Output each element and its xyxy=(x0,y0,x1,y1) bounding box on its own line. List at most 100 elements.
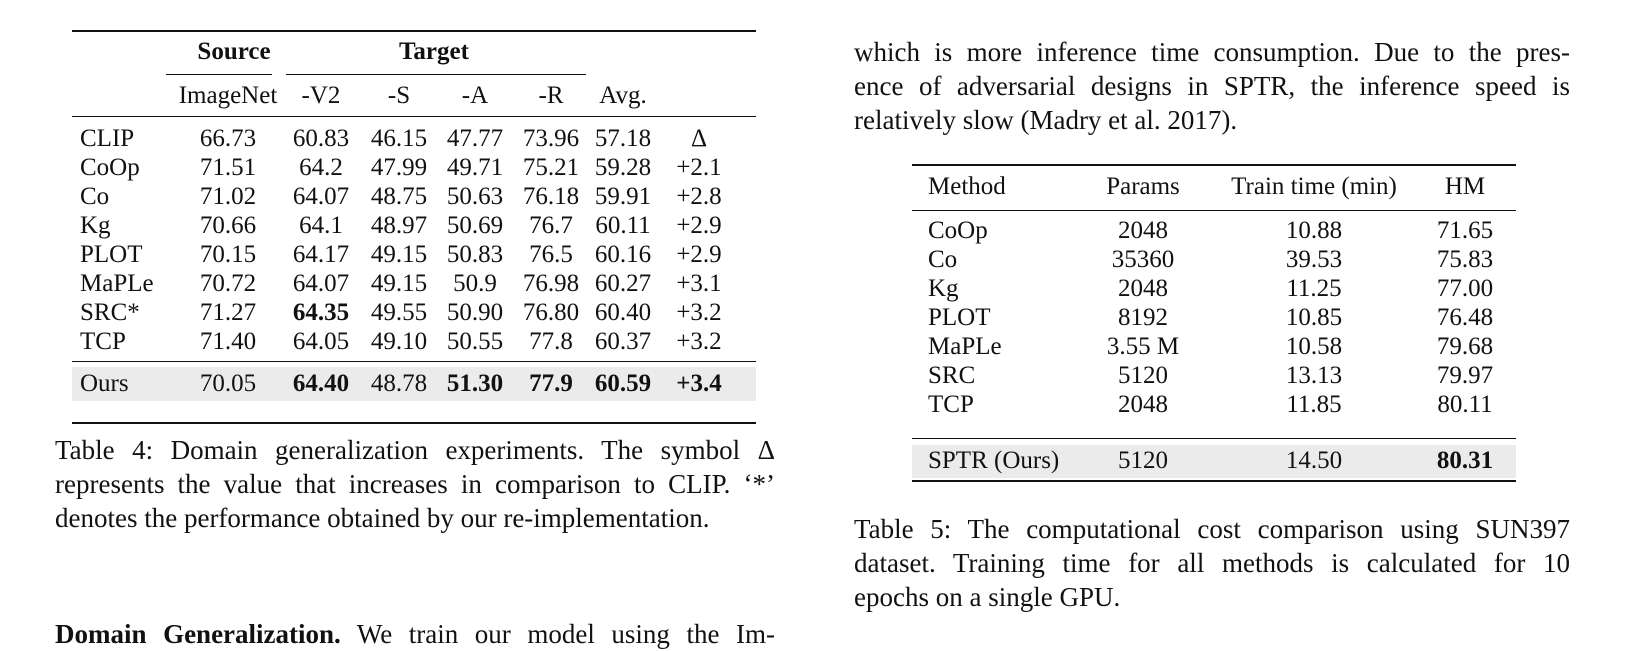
right-paragraph: which is more inference time consumption… xyxy=(854,35,1570,137)
table-cell: 79.68 xyxy=(1436,333,1494,360)
table-cell: 71.51 xyxy=(199,154,257,181)
table-row: TCP 71.40 64.05 49.10 50.55 77.8 60.37 +3.2 xyxy=(72,327,756,357)
col-train-time: Train time (min) xyxy=(1231,173,1397,200)
table-cell: 49.55 xyxy=(370,299,428,326)
table-cell: +3.2 xyxy=(676,299,722,326)
table-cell: 51.30 xyxy=(446,370,504,397)
ours-rule xyxy=(912,438,1516,439)
table-cell: 10.85 xyxy=(1285,304,1343,331)
table-cell: 71.65 xyxy=(1436,217,1494,244)
table-cell: 8192 xyxy=(1118,304,1168,331)
table-cell: 11.25 xyxy=(1286,275,1342,302)
table-row: Kg 70.66 64.1 48.97 50.69 76.7 60.11 +2.9 xyxy=(72,211,756,241)
source-underline xyxy=(166,74,272,75)
table-cell: 70.72 xyxy=(199,270,257,297)
table-cell: 46.15 xyxy=(370,125,428,152)
table-cell: 60.40 xyxy=(594,299,652,326)
method-name: PLOT xyxy=(928,304,991,331)
table-cell: 75.21 xyxy=(522,154,580,181)
table-cell: 49.15 xyxy=(370,241,428,268)
table-cell: +3.4 xyxy=(676,370,722,397)
table-cell: 60.83 xyxy=(292,125,350,152)
table-cell: 80.11 xyxy=(1437,391,1493,418)
table-cell: 76.5 xyxy=(529,241,573,268)
table-row-ours: SPTR (Ours) 5120 14.50 80.31 xyxy=(912,446,1516,476)
table-cell: 70.15 xyxy=(199,241,257,268)
table-row: CoOp 71.51 64.2 47.99 49.71 75.21 59.28 +2.1 xyxy=(72,153,756,183)
header-rule xyxy=(72,116,756,117)
method-name: PLOT xyxy=(80,241,143,268)
table-cell: 59.91 xyxy=(594,183,652,210)
method-name: CoOp xyxy=(928,217,988,244)
table-5-header: Method Params Train time (min) HM xyxy=(912,172,1516,202)
col-s: -S xyxy=(387,82,411,109)
table-cell: +2.8 xyxy=(676,183,722,210)
table-cell: 73.96 xyxy=(522,125,580,152)
table-cell: 49.71 xyxy=(446,154,504,181)
table-row: CoOp 2048 10.88 71.65 xyxy=(912,216,1516,246)
header-source: Source xyxy=(197,38,271,65)
table-row: Kg 2048 11.25 77.00 xyxy=(912,274,1516,304)
table-row: Co 35360 39.53 75.83 xyxy=(912,245,1516,275)
table-cell: 75.83 xyxy=(1436,246,1494,273)
table-cell: 35360 xyxy=(1111,246,1175,273)
table-cell: +2.9 xyxy=(676,212,722,239)
table-cell: +2.1 xyxy=(676,154,722,181)
table-cell: 47.77 xyxy=(446,125,504,152)
table-cell: 70.66 xyxy=(199,212,257,239)
table-row: MaPLe 70.72 64.07 49.15 50.9 76.98 60.27 +3.1 xyxy=(72,269,756,299)
table-cell: 39.53 xyxy=(1285,246,1343,273)
table-cell: 60.27 xyxy=(594,270,652,297)
method-name: SPTR (Ours) xyxy=(928,447,1060,474)
table-cell: 77.8 xyxy=(529,328,573,355)
table-row: TCP 2048 11.85 80.11 xyxy=(912,390,1516,420)
method-name: MaPLe xyxy=(928,333,1002,360)
caption-line: Table 5: The computational cost comparis… xyxy=(854,514,1570,544)
table-cell: 80.31 xyxy=(1436,447,1494,474)
table-cell: 10.58 xyxy=(1285,333,1343,360)
method-name: Kg xyxy=(928,275,959,302)
table-cell: +3.2 xyxy=(676,328,722,355)
table-cell: 3.55 M xyxy=(1106,333,1180,360)
table-cell: 50.83 xyxy=(446,241,504,268)
table-cell: 47.99 xyxy=(370,154,428,181)
ours-highlight xyxy=(72,367,756,401)
caption-line: represents the value that increases in c… xyxy=(55,469,775,499)
table-row: PLOT 70.15 64.17 49.15 50.83 76.5 60.16 +2.9 xyxy=(72,240,756,270)
table-cell: 5120 xyxy=(1118,447,1168,474)
method-name: TCP xyxy=(80,328,126,355)
table-cell: +2.9 xyxy=(676,241,722,268)
table-cell: 60.37 xyxy=(594,328,652,355)
table-cell: 50.9 xyxy=(453,270,497,297)
table-cell: Δ xyxy=(690,125,708,152)
table-cell: 60.16 xyxy=(594,241,652,268)
section-heading: Domain Generalization. xyxy=(55,619,341,649)
table-cell: 13.13 xyxy=(1285,362,1343,389)
table-cell: 2048 xyxy=(1118,217,1168,244)
table-cell: 64.40 xyxy=(292,370,350,397)
table-5: Method Params Train time (min) HM CoOp 20… xyxy=(912,164,1516,482)
section-text: We train our model using the Im- xyxy=(340,619,775,649)
table-cell: 2048 xyxy=(1118,391,1168,418)
table-cell: 60.11 xyxy=(595,212,651,239)
table-row: MaPLe 3.55 M 10.58 79.68 xyxy=(912,332,1516,362)
table-cell: +3.1 xyxy=(676,270,722,297)
method-name: CLIP xyxy=(80,125,135,152)
table-cell: 76.18 xyxy=(522,183,580,210)
col-params: Params xyxy=(1106,173,1180,200)
table-row: CLIP 66.73 60.83 46.15 47.77 73.96 57.18 Δ xyxy=(72,124,756,154)
method-name: Co xyxy=(80,183,110,210)
table-cell: 49.15 xyxy=(370,270,428,297)
table-4-caption: Table 4: Domain generalization experimen… xyxy=(55,433,775,535)
table-cell: 66.73 xyxy=(199,125,257,152)
table-cell: 11.85 xyxy=(1286,391,1342,418)
table-cell: 64.1 xyxy=(299,212,343,239)
table-cell: 14.50 xyxy=(1285,447,1343,474)
table-row-ours: Ours 70.05 64.40 48.78 51.30 77.9 60.59 +3.4 xyxy=(72,369,756,399)
table-cell: 50.90 xyxy=(446,299,504,326)
header-rule xyxy=(912,210,1516,211)
section-paragraph: Domain Generalization. We train our mode… xyxy=(55,617,775,651)
paragraph-line: ence of adversarial designs in SPTR, the… xyxy=(854,71,1570,101)
target-underline xyxy=(286,74,586,75)
table-cell: 48.75 xyxy=(370,183,428,210)
